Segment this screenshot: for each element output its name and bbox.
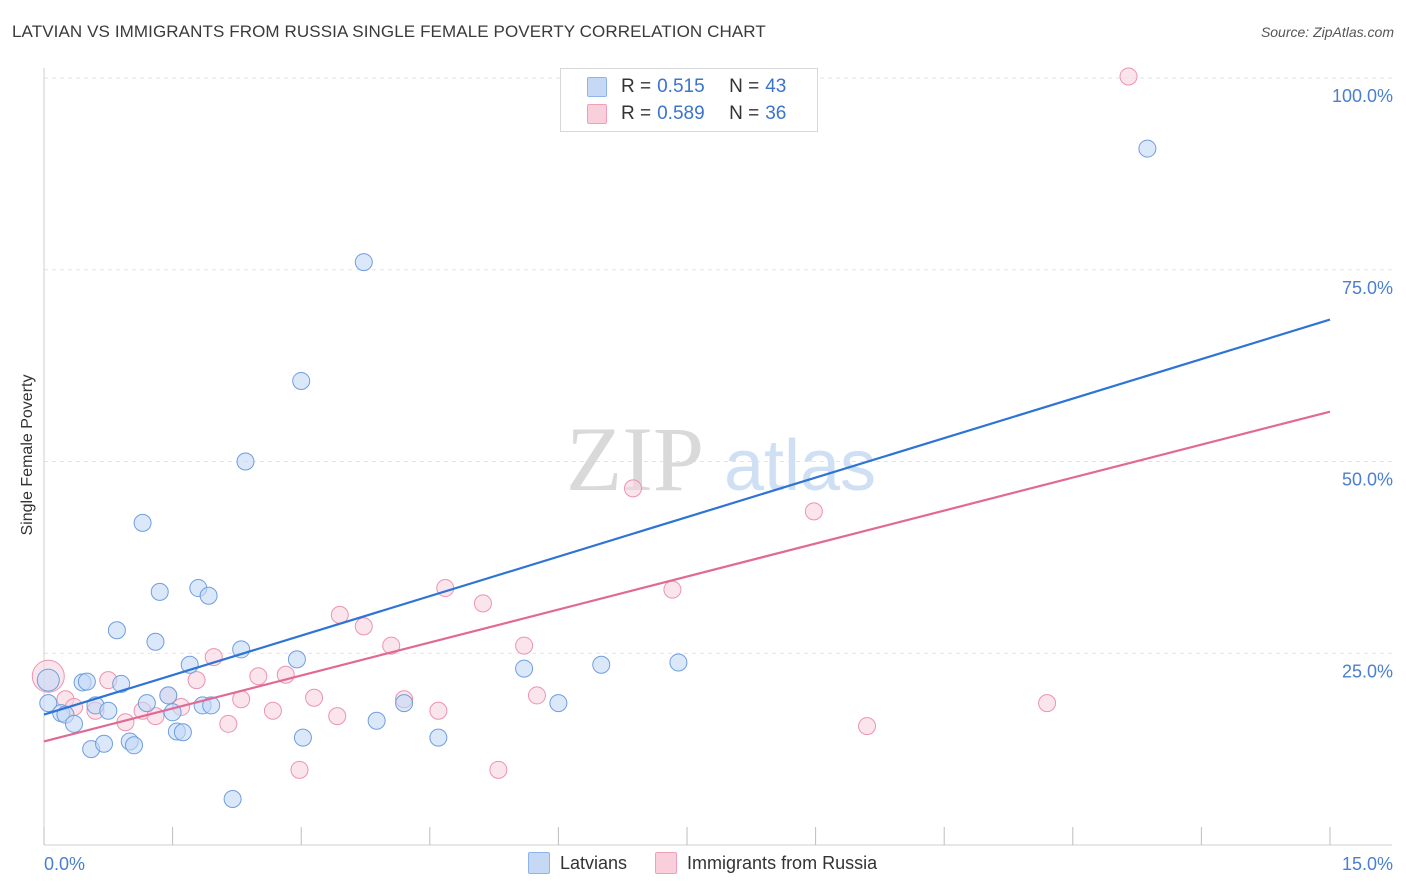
legend-r-label: R = [621,76,652,97]
point-latvians [146,632,165,651]
point-latvians [133,513,152,532]
legend-r-label: R = [621,103,652,124]
point-latvians [99,701,118,720]
point-latvians [36,668,60,692]
point-latvians [549,694,568,713]
point-immigrants [623,479,642,498]
point-latvians [287,650,306,669]
y-tick-label: 25.0% [1342,661,1393,681]
chart-title: LATVIAN VS IMMIGRANTS FROM RUSSIA SINGLE… [12,22,766,41]
point-latvians [367,711,386,730]
legend-n-label: N = [729,103,760,124]
legend-swatch-immigrants [655,852,678,874]
point-immigrants [382,636,401,655]
legend-n-label: N = [729,76,760,97]
y-tick-label: 50.0% [1342,470,1393,490]
legend-n-value: 36 [765,103,787,124]
point-latvians [199,586,218,605]
point-immigrants [305,688,324,707]
point-immigrants [187,671,206,690]
point-latvians [77,672,96,691]
point-latvians [429,728,448,747]
legend-label-latvians: Latvians [560,852,628,873]
point-immigrants [219,714,238,733]
legend-r-value: 0.589 [657,103,705,124]
point-immigrants [1119,67,1138,86]
point-immigrants [429,701,448,720]
series-legend: Latvians Immigrants from Russia [528,852,905,874]
point-immigrants [515,636,534,655]
y-tick-label: 100.0% [1332,86,1393,106]
legend-swatch-latvians [528,852,550,874]
trend-line-latvians [43,318,1331,716]
point-immigrants [249,667,268,686]
point-latvians [95,734,114,753]
point-latvians [292,371,311,390]
point-latvians [669,653,688,672]
point-immigrants [290,760,309,779]
point-latvians [592,655,611,674]
legend-r-value: 0.515 [657,76,705,97]
point-immigrants [527,686,546,705]
point-latvians [107,621,126,640]
point-latvians [150,582,169,601]
point-immigrants [473,594,492,613]
x-tick-label: 0.0% [44,854,85,874]
legend-n-value: 43 [765,76,787,97]
point-immigrants [804,502,823,521]
trend-line-immigrants [43,410,1331,743]
point-immigrants [1038,694,1057,713]
series-latvians-points [36,139,1157,808]
x-tick-label: 15.0% [1342,854,1393,874]
point-latvians [293,728,312,747]
legend-row-latvians: R = 0.515 N = 43 [587,74,786,100]
point-immigrants [263,701,282,720]
point-latvians [159,686,178,705]
point-latvians [65,714,84,733]
legend-item-latvians[interactable]: Latvians [528,852,627,874]
legend-row-immigrants: R = 0.589 N = 36 [587,101,786,127]
point-latvians [236,452,255,471]
point-latvians [173,723,192,742]
point-latvians [39,694,58,713]
point-immigrants [354,617,373,636]
legend-label-immigrants: Immigrants from Russia [687,852,878,873]
trend-lines [43,318,1331,743]
point-latvians [223,789,242,808]
point-latvians [125,736,144,755]
point-immigrants [489,760,508,779]
point-latvians [515,659,534,678]
point-latvians [112,674,131,693]
point-latvians [1138,139,1157,158]
point-immigrants [328,707,347,726]
stats-legend: R = 0.515 N = 43 R = 0.589 N = 36 [560,68,818,132]
watermark: ZIP atlas [566,408,876,510]
point-latvians [354,253,373,272]
source-label: Source: ZipAtlas.com [1260,24,1394,40]
axes [43,68,1392,846]
legend-swatch-immigrants [587,104,607,124]
y-tick-label: 75.0% [1342,278,1393,298]
tick-labels: 25.0% 50.0% 75.0% 100.0% 0.0% 15.0% [44,86,1393,874]
point-latvians [137,694,156,713]
point-latvians [202,696,221,715]
gridlines [44,77,1392,654]
legend-item-immigrants[interactable]: Immigrants from Russia [655,852,877,874]
point-latvians [395,694,414,713]
point-immigrants [663,580,682,599]
legend-swatch-latvians [587,77,607,97]
point-immigrants [858,717,877,736]
